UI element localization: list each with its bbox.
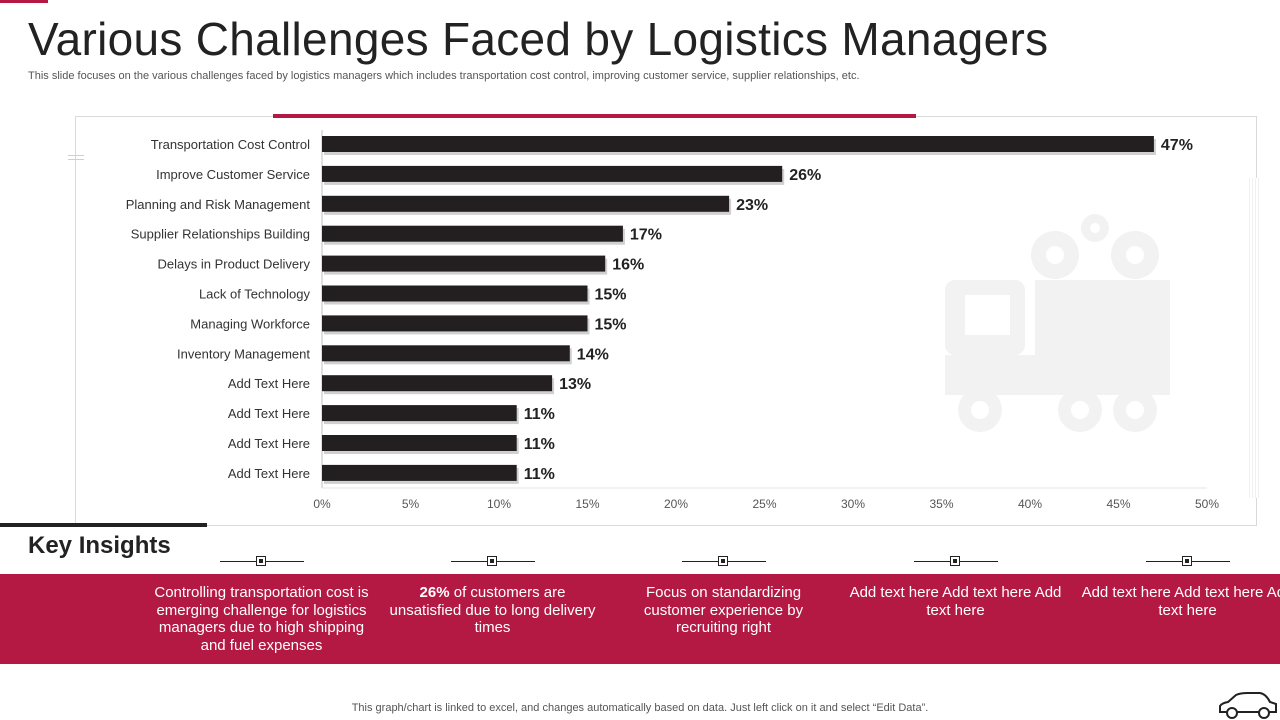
bar	[322, 345, 570, 362]
x-tick-label: 20%	[664, 497, 688, 511]
bar-chart: Transportation Cost Control 47% Improve Cu…	[126, 130, 1219, 511]
top-accent-bar	[0, 0, 48, 3]
x-tick-label: 45%	[1106, 497, 1130, 511]
footer-note: This graph/chart is linked to excel, and…	[351, 702, 929, 714]
x-tick-label: 30%	[841, 497, 865, 511]
key-insights-title: Key Insights	[28, 532, 171, 559]
bar	[322, 435, 517, 451]
insight-connector	[220, 556, 304, 568]
data-label: 26%	[789, 167, 821, 184]
x-tick-label: 50%	[1195, 497, 1219, 511]
page-subtitle: This slide focuses on the various challe…	[28, 70, 860, 82]
insight-text-3: Focus on standardizing customer experien…	[643, 584, 804, 637]
bar	[322, 136, 1154, 152]
insight-text-4: Add text here Add text here Add text her…	[849, 584, 1062, 619]
insight-connector	[1146, 556, 1230, 568]
bar	[322, 225, 623, 242]
category-label: Lack of Technology	[199, 287, 311, 302]
category-label: Managing Workforce	[190, 316, 310, 331]
category-label: Add Text Here	[228, 376, 310, 391]
category-label: Add Text Here	[228, 466, 310, 481]
category-label: Add Text Here	[228, 406, 310, 421]
category-label: Supplier Relationships Building	[131, 227, 310, 242]
data-label: 15%	[595, 287, 627, 304]
chart-accent-bar	[273, 114, 916, 118]
data-label: 15%	[595, 316, 627, 333]
x-tick-label: 15%	[575, 497, 599, 511]
key-insights-underline	[0, 523, 207, 527]
category-label: Planning and Risk Management	[126, 197, 311, 212]
data-label: 13%	[559, 376, 591, 393]
x-tick-label: 40%	[1018, 497, 1042, 511]
category-label: Delays in Product Delivery	[158, 257, 311, 272]
category-label: Inventory Management	[177, 346, 310, 361]
data-label: 14%	[577, 346, 609, 363]
bar	[322, 315, 588, 332]
x-tick-label: 5%	[402, 497, 420, 511]
data-label: 11%	[524, 406, 555, 423]
decorative-strip	[1249, 178, 1261, 498]
category-label: Improve Customer Service	[156, 167, 310, 182]
x-tick-label: 25%	[752, 497, 776, 511]
insight-text-5: Add text here Add text here Add text her…	[1081, 584, 1280, 619]
bar	[322, 195, 730, 212]
bar	[322, 165, 783, 182]
insight-connector	[682, 556, 766, 568]
x-tick-label: 0%	[313, 497, 331, 511]
category-label: Transportation Cost Control	[151, 137, 310, 152]
x-tick-label: 10%	[487, 497, 511, 511]
data-label: 11%	[524, 436, 555, 453]
data-label: 23%	[736, 197, 768, 214]
truck-gears-icon	[945, 214, 1170, 432]
category-label: Add Text Here	[228, 436, 310, 451]
frame-tick	[68, 159, 84, 160]
data-label: 11%	[524, 466, 555, 483]
insight-text-2: 26% of customers are unsatisfied due to …	[389, 584, 596, 637]
insights-band	[0, 574, 1280, 664]
bar	[322, 405, 517, 422]
insight-connector	[914, 556, 998, 568]
data-label: 47%	[1161, 137, 1193, 154]
bar	[322, 285, 588, 302]
insight-connector	[451, 556, 535, 568]
bar	[322, 375, 553, 392]
data-label: 16%	[612, 257, 644, 274]
insight-text-1: Controlling transportation cost is emerg…	[154, 584, 369, 654]
bar	[322, 255, 606, 272]
bar	[322, 464, 517, 481]
data-label: 17%	[630, 227, 662, 244]
page-title: Various Challenges Faced by Logistics Ma…	[28, 13, 1049, 65]
frame-tick	[68, 155, 84, 156]
x-tick-label: 35%	[929, 497, 953, 511]
car-icon	[1219, 692, 1277, 719]
